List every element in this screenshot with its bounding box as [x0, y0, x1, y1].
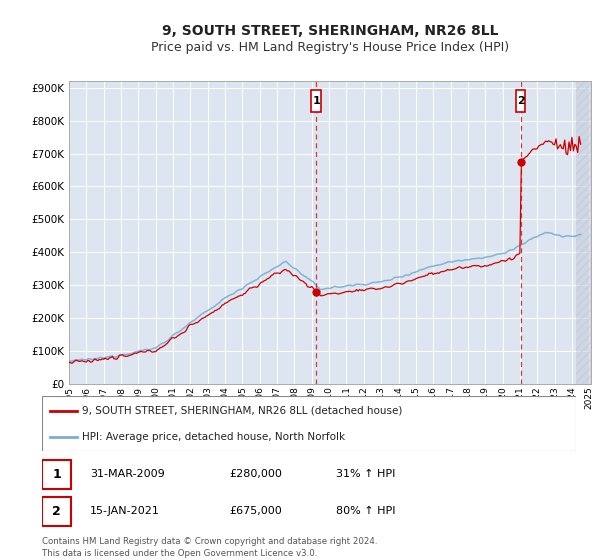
- FancyBboxPatch shape: [516, 90, 526, 111]
- Text: HPI: Average price, detached house, North Norfolk: HPI: Average price, detached house, Nort…: [82, 432, 345, 442]
- FancyBboxPatch shape: [42, 497, 71, 526]
- FancyBboxPatch shape: [42, 460, 71, 489]
- Text: 9, SOUTH STREET, SHERINGHAM, NR26 8LL: 9, SOUTH STREET, SHERINGHAM, NR26 8LL: [162, 24, 498, 38]
- Text: 80% ↑ HPI: 80% ↑ HPI: [336, 506, 395, 516]
- FancyBboxPatch shape: [311, 90, 321, 111]
- Text: 1: 1: [312, 96, 320, 106]
- Text: 31-MAR-2009: 31-MAR-2009: [90, 469, 165, 479]
- Text: 31% ↑ HPI: 31% ↑ HPI: [336, 469, 395, 479]
- Text: Price paid vs. HM Land Registry's House Price Index (HPI): Price paid vs. HM Land Registry's House …: [151, 41, 509, 54]
- Text: 1: 1: [52, 468, 61, 481]
- Text: £280,000: £280,000: [229, 469, 282, 479]
- Bar: [576, 81, 591, 384]
- Text: 2: 2: [517, 96, 524, 106]
- Text: 9, SOUTH STREET, SHERINGHAM, NR26 8LL (detached house): 9, SOUTH STREET, SHERINGHAM, NR26 8LL (d…: [82, 406, 403, 416]
- Text: £675,000: £675,000: [229, 506, 281, 516]
- Text: 2: 2: [52, 505, 61, 518]
- Text: Contains HM Land Registry data © Crown copyright and database right 2024.
This d: Contains HM Land Registry data © Crown c…: [42, 537, 377, 558]
- Text: 15-JAN-2021: 15-JAN-2021: [90, 506, 160, 516]
